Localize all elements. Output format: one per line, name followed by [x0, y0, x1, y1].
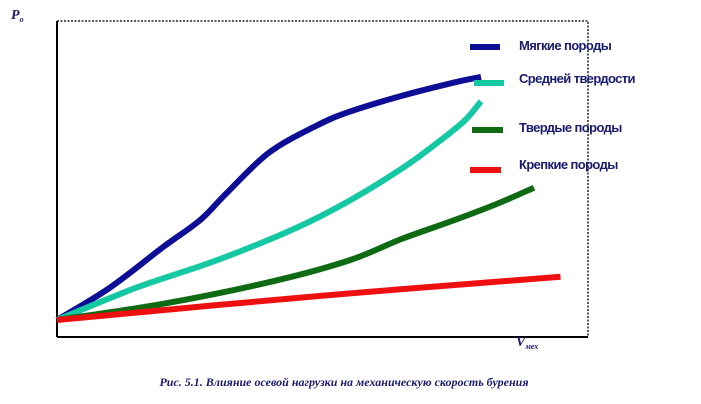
y-axis-label: Pо — [11, 8, 24, 24]
legend: Мягкие породы Средней твердости Твердые по… — [470, 38, 636, 173]
legend-label-3: Твердые породы — [519, 120, 622, 135]
legend-label-4: Крепкие породы — [519, 157, 618, 172]
series-line-3 — [56, 184, 536, 323]
series-line-1 — [55, 74, 482, 323]
series-line-4 — [56, 273, 561, 323]
x-axis-label: Vмех — [516, 335, 538, 351]
legend-label-1: Мягкие породы — [519, 38, 612, 53]
y-axis-label-sub: о — [20, 15, 24, 24]
y-axis-label-main: P — [11, 8, 20, 23]
series-layer — [55, 74, 561, 323]
legend-label-2: Средней твердости — [519, 71, 636, 86]
figure-caption: Рис. 5.1. Влияние осевой нагрузки на мех… — [159, 375, 528, 389]
x-axis-label-sub: мех — [524, 342, 538, 351]
series-line-2 — [55, 99, 484, 323]
x-axis-label-main: V — [516, 335, 527, 350]
